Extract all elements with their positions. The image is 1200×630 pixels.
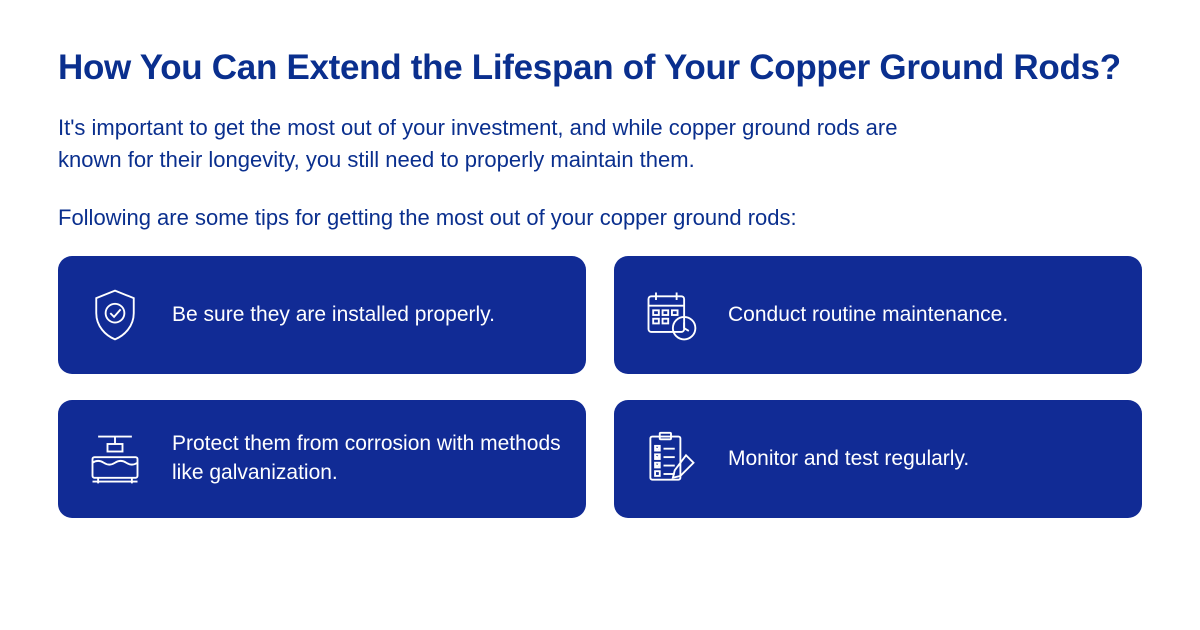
- tip-text: Monitor and test regularly.: [728, 445, 969, 473]
- tip-text: Be sure they are installed properly.: [172, 301, 495, 329]
- galvanization-bath-icon: [82, 426, 148, 492]
- calendar-clock-icon: [638, 282, 704, 348]
- checklist-pencil-icon: [638, 426, 704, 492]
- tip-text: Conduct routine maintenance.: [728, 301, 1008, 329]
- tip-card: Protect them from corrosion with methods…: [58, 400, 586, 518]
- page-title: How You Can Extend the Lifespan of Your …: [58, 48, 1142, 88]
- tip-card: Be sure they are installed properly.: [58, 256, 586, 374]
- tips-grid: Be sure they are installed properly. Con…: [58, 256, 1142, 518]
- tip-card: Monitor and test regularly.: [614, 400, 1142, 518]
- shield-check-icon: [82, 282, 148, 348]
- tip-card: Conduct routine maintenance.: [614, 256, 1142, 374]
- lead-paragraph: Following are some tips for getting the …: [58, 202, 1142, 234]
- tip-text: Protect them from corrosion with methods…: [172, 430, 562, 487]
- intro-paragraph: It's important to get the most out of yo…: [58, 112, 958, 176]
